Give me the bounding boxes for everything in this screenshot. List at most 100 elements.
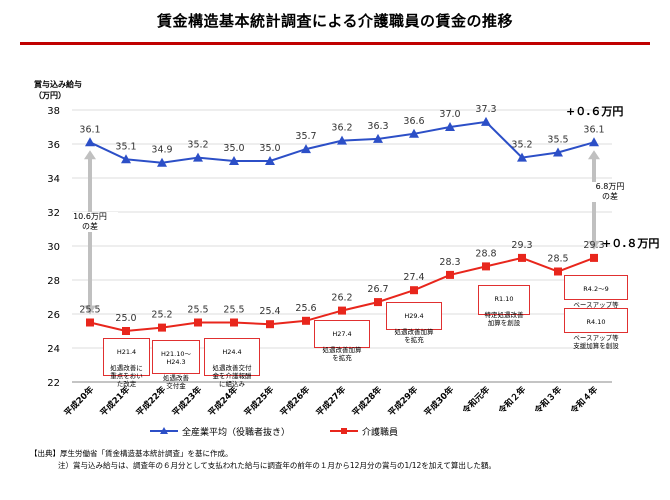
data-label: 25.5 (223, 305, 244, 316)
x-tick-label: 平成20年 (62, 384, 97, 419)
delta-care: +０.８万円 (602, 237, 660, 250)
data-label: 35.2 (511, 140, 532, 151)
point-all-industry (373, 133, 383, 143)
point-care (554, 267, 562, 276)
point-all-industry (85, 137, 95, 147)
annotation-body: 特定処遇改善 加算を創設 (484, 311, 524, 327)
y-tick-label: 24 (47, 344, 60, 355)
point-care (86, 318, 94, 327)
annotation-title: H21.4 (116, 348, 137, 356)
x-tick-label: 令和元年 (460, 384, 493, 417)
legend-marker-all-industry (150, 427, 178, 434)
annotation-r4-10: R4.10 ベースアップ等 支援加算を創設 (564, 308, 628, 350)
data-label: 25.5 (187, 305, 208, 316)
gap-arrow-left-head-bottom (84, 305, 96, 315)
point-all-industry (589, 137, 599, 147)
data-label: 25.4 (259, 306, 280, 317)
point-care (482, 262, 490, 271)
gap-label-right: 6.8万円 の差 (584, 182, 636, 202)
legend-label-care: 介護職員 (362, 427, 399, 438)
y-tick-label: 34 (47, 174, 60, 185)
gap-label-left: 10.6万円 の差 (62, 212, 118, 232)
point-care (410, 286, 418, 295)
source-note: 【出典】厚生労働省「賃金構造基本統計調査」を基に作成。 (30, 449, 233, 458)
data-label: 35.7 (295, 131, 316, 142)
point-all-industry (265, 156, 275, 165)
data-label: 25.6 (295, 303, 316, 314)
x-tick-label: 令和２年 (496, 384, 529, 417)
annotation-body: ベースアップ等 支援加算を創設 (573, 334, 619, 350)
point-all-industry (157, 157, 167, 167)
footnote: 注）賞与込み給与は、調査年の６月分として支払われた給与に調査年の前年の１月から1… (58, 461, 496, 470)
y-tick-label: 38 (47, 106, 60, 117)
data-label: 36.1 (79, 124, 100, 135)
y-tick-label: 22 (47, 378, 60, 389)
y-tick-label: 36 (47, 140, 60, 151)
annotation-h29-4: H29.4 処遇改善加算 を拡充 (386, 302, 442, 344)
annotation-r4-2: R4.2～9 ベースアップ等 支援補助金 (564, 275, 628, 317)
data-label: 26.7 (367, 284, 388, 295)
data-label: 29.3 (511, 240, 532, 251)
data-label: 35.0 (223, 143, 244, 154)
data-label: 37.0 (439, 109, 460, 120)
point-all-industry (445, 122, 455, 131)
title-underline (20, 42, 650, 45)
gap-left-line1: 10.6万円 (73, 212, 107, 221)
data-label: 35.0 (259, 143, 280, 154)
y-tick-label: 26 (47, 310, 60, 321)
legend: 全産業平均（役職者抜き） 介護職員 (150, 424, 570, 438)
annotation-title: R4.2～9 (583, 285, 609, 293)
data-label: 36.2 (331, 123, 352, 134)
point-care (338, 306, 346, 315)
data-label: 29.3 (583, 240, 604, 251)
x-tick-label: 令和４年 (568, 384, 601, 417)
point-care (446, 270, 454, 279)
y-axis-label-line2: （万円） (34, 91, 66, 100)
annotation-title: R4.10 (586, 318, 606, 326)
legend-item-care: 介護職員 (330, 425, 398, 438)
annotation-h21-4: H21.4 処遇改善に 重点をおい た改定 (103, 338, 150, 388)
data-label: 28.5 (547, 254, 568, 265)
notes: 【出典】厚生労働省「賃金構造基本統計調査」を基に作成。 注）賞与込み給与は、調査… (30, 448, 650, 472)
annotation-title: H24.4 (222, 348, 242, 356)
data-label: 35.2 (187, 140, 208, 151)
annotation-title: R1.10 (494, 295, 514, 303)
point-care (518, 253, 526, 262)
point-care (302, 316, 310, 325)
annotation-h21-10: H21.10～ H24.3 処遇改善 交付金 (152, 340, 200, 390)
data-label: 25.2 (151, 310, 172, 321)
data-label: 35.1 (115, 141, 136, 152)
gap-right-line2: の差 (602, 192, 618, 201)
point-care (158, 323, 166, 332)
legend-label-all-industry: 全産業平均（役職者抜き） (182, 427, 291, 438)
gap-arrow-left-head-top (84, 150, 96, 160)
point-care (266, 320, 274, 329)
data-label: 27.4 (403, 272, 424, 283)
gap-left-line2: の差 (82, 222, 98, 231)
annotation-body: 処遇改善加算 を拡充 (322, 346, 362, 362)
x-tick-label: 平成27年 (314, 384, 349, 419)
gap-arrow-right-head-top (588, 150, 600, 160)
x-tick-label: 平成26年 (278, 384, 313, 419)
y-axis-label-line1: 賞与込み給与 (34, 80, 82, 89)
annotation-title: H27.4 (332, 330, 352, 338)
point-care (374, 298, 382, 307)
data-label: 35.5 (547, 135, 568, 146)
point-all-industry (481, 116, 491, 126)
gap-right-line1: 6.8万円 (595, 182, 625, 191)
legend-item-all-industry: 全産業平均（役職者抜き） (150, 425, 290, 438)
point-care (194, 318, 202, 327)
point-care (122, 327, 130, 335)
delta-all-industry: +０.６万円 (566, 105, 624, 118)
point-all-industry (553, 147, 563, 157)
x-tick-label: 平成29年 (386, 384, 421, 419)
annotation-title: H21.10～ H24.3 (161, 350, 191, 366)
annotation-body: 処遇改善交付 金を介護報酬 に組込み (212, 364, 252, 388)
data-label: 36.6 (403, 116, 424, 127)
page-title: 賃金構造基本統計調査による介護職員の賃金の推移 (156, 11, 514, 30)
annotation-h24-4: H24.4 処遇改善交付 金を介護報酬 に組込み (204, 338, 260, 388)
data-label: 26.2 (331, 293, 352, 304)
point-care (230, 318, 238, 327)
x-tick-label: 平成28年 (350, 384, 385, 419)
